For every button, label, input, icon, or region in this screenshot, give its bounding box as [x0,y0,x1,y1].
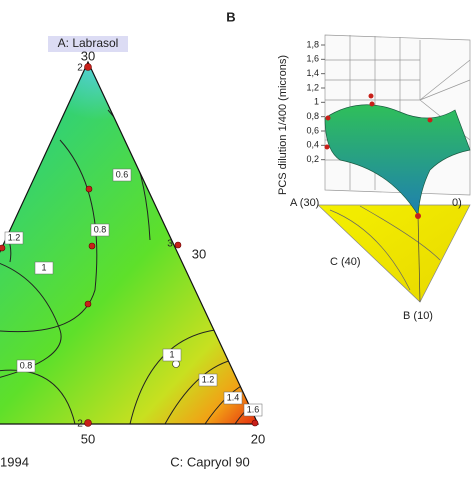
replicate-label: 2 [77,63,83,74]
corner-label: B (10) [403,310,433,322]
vertex-label: 1994 [0,454,29,469]
contour-label: 1.2 [8,232,21,242]
design-point [84,419,92,427]
surface [324,104,471,217]
tick-label: 30 [192,246,206,261]
tick-label: 20 [251,431,265,446]
z-tick-label: 1,4 [306,68,319,78]
z-tick-label: 0,6 [306,125,319,135]
vertex-label: C: Capryol 90 [170,454,249,469]
contour-label-box [198,373,218,387]
z-tick-label: 1,8 [306,39,319,49]
corner-label: A (30) [290,197,319,209]
z-tick-label: 1 [314,97,319,107]
design-point [368,93,374,99]
design-point [415,213,421,219]
z-tick-label: 0,8 [306,111,319,121]
design-point [369,101,375,107]
contour-label: 1.4 [227,392,240,402]
corner-label: 0) [452,197,462,209]
z-tick-label: 1,2 [306,82,319,92]
design-point [325,115,331,121]
design-point [85,185,93,193]
surface-panel [317,34,471,303]
z-tick-label: 0,4 [306,140,319,150]
replicate-label: 2 [77,419,83,430]
contour-line [164,359,233,424]
contour-line [129,329,216,424]
axis-line [417,214,421,303]
contour-label-box [243,403,263,417]
corner-label: C (40) [330,256,361,268]
contour-line [0,139,98,333]
contour-label: 1 [41,262,46,272]
ternary-plot [0,62,258,424]
label-box [48,36,128,52]
design-point [174,241,182,249]
z-tick-label: 1,6 [306,54,319,64]
contour-label-box [4,231,24,245]
projection-contour [329,205,441,291]
design-point [0,244,6,252]
contour-label-box [112,168,132,182]
design-points [0,63,259,427]
contour-fill [0,62,258,424]
contour-label: 1 [169,349,174,359]
design-point [84,63,92,71]
contour-line [0,369,76,424]
contour-label-box [90,223,110,237]
contour-label-box [16,359,36,373]
replicate-label: 3 [167,239,173,250]
design-point [88,242,96,250]
design-point [324,144,330,150]
contour-label-box [223,391,243,405]
projection [317,204,471,303]
tick-label: 50 [81,431,95,446]
contour-label-box [34,261,54,275]
contour-label: 1.6 [247,404,260,414]
vertex-label: A: Labrasol [58,36,119,50]
contour-fill [0,62,200,240]
contour-label: 0.8 [20,360,33,370]
surface-points [324,93,433,219]
axis-label: PCS dilution 1/400 (microns) [277,55,289,195]
contour-label: 1.2 [202,374,215,384]
design-point [84,300,92,308]
panel-label: B [226,9,235,24]
contour-label: 0.6 [116,169,129,179]
z-tick-label: 0,2 [306,154,319,164]
contour-label-box [162,348,182,362]
tick-label: 30 [81,48,95,63]
contour-label: 0.8 [94,224,107,234]
design-point [251,419,259,427]
design-point [427,117,433,123]
